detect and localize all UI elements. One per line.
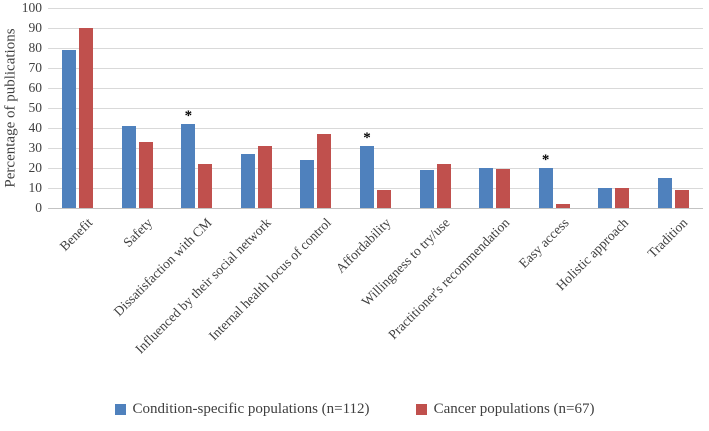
legend: Condition-specific populations (n=112) C…	[0, 401, 709, 418]
legend-swatch-condition-specific-icon	[114, 404, 126, 415]
y-tick-label: 90	[28, 20, 43, 35]
y-tick-label: 80	[28, 40, 43, 55]
gridline	[48, 108, 703, 109]
bar-condition-specific	[181, 124, 196, 208]
gridline	[48, 8, 703, 9]
bar-cancer	[198, 164, 213, 208]
bar-group	[643, 8, 703, 208]
bar-condition-specific	[598, 188, 613, 208]
gridline	[48, 68, 703, 69]
bar-condition-specific	[240, 154, 255, 208]
bar-cancer	[615, 188, 630, 208]
legend-label-cancer: Cancer populations (n=67)	[433, 401, 595, 417]
category-label: Affordability	[332, 215, 394, 276]
bar-group	[286, 8, 346, 208]
bar-group: *	[167, 8, 227, 208]
significance-asterisk: *	[184, 108, 193, 124]
significance-asterisk: *	[363, 130, 371, 146]
category-label: Safety	[119, 215, 155, 251]
bar-cancer	[79, 28, 94, 208]
bar-cancer	[257, 146, 272, 208]
bar-condition-specific	[121, 126, 136, 208]
gridline	[48, 28, 703, 29]
bar-cancer	[555, 204, 570, 208]
bar-condition-specific	[419, 170, 434, 208]
y-tick-label: 70	[28, 60, 43, 75]
y-tick-label: 40	[28, 120, 43, 135]
bar-cancer	[317, 134, 332, 208]
gridline	[48, 188, 703, 189]
y-tick-label: 0	[35, 200, 42, 215]
gridline	[48, 48, 703, 49]
bar-group	[227, 8, 287, 208]
category-label: Practitioner's recommendation	[385, 215, 513, 343]
bar-group	[48, 8, 108, 208]
y-tick-label: 50	[28, 100, 43, 115]
bar-condition-specific	[479, 168, 494, 208]
y-tick-label: 60	[28, 80, 43, 95]
bar-condition-specific	[538, 168, 553, 208]
bar-cancer	[436, 164, 451, 208]
significance-asterisk: *	[541, 152, 550, 168]
bar-group	[108, 8, 168, 208]
bar-cancer	[138, 142, 153, 208]
legend-swatch-cancer-icon	[415, 404, 427, 415]
y-tick-label: 20	[28, 160, 43, 175]
gridline	[48, 148, 703, 149]
bar-cancer	[674, 190, 689, 208]
legend-label-condition-specific: Condition-specific populations (n=112)	[132, 401, 370, 417]
category-label: Internal health locus of control	[205, 215, 334, 344]
gridline	[48, 208, 703, 209]
bar-condition-specific	[300, 160, 315, 208]
legend-item-condition-specific: Condition-specific populations (n=112)	[114, 401, 370, 418]
gridline	[48, 128, 703, 129]
y-tick-label: 30	[28, 140, 43, 155]
bar-condition-specific	[359, 146, 374, 208]
bar-group: *	[346, 8, 406, 208]
gridline	[48, 88, 703, 89]
y-tick-label: 100	[21, 0, 42, 15]
bar-condition-specific	[62, 50, 77, 208]
category-label: Benefit	[56, 215, 96, 254]
category-label: Dissatisfaction with CM	[110, 215, 215, 319]
bar-group: *	[524, 8, 584, 208]
plot-area: * * *	[48, 8, 703, 208]
y-tick-label: 10	[28, 180, 43, 195]
bar-group	[584, 8, 644, 208]
category-label: Easy access	[515, 215, 572, 271]
bar-group	[465, 8, 525, 208]
bar-cancer	[496, 169, 511, 208]
bar-cancer	[376, 190, 391, 208]
legend-item-cancer: Cancer populations (n=67)	[415, 401, 595, 418]
category-label: Tradition	[645, 215, 691, 261]
gridline	[48, 168, 703, 169]
bar-group	[405, 8, 465, 208]
bar-condition-specific	[657, 178, 672, 208]
